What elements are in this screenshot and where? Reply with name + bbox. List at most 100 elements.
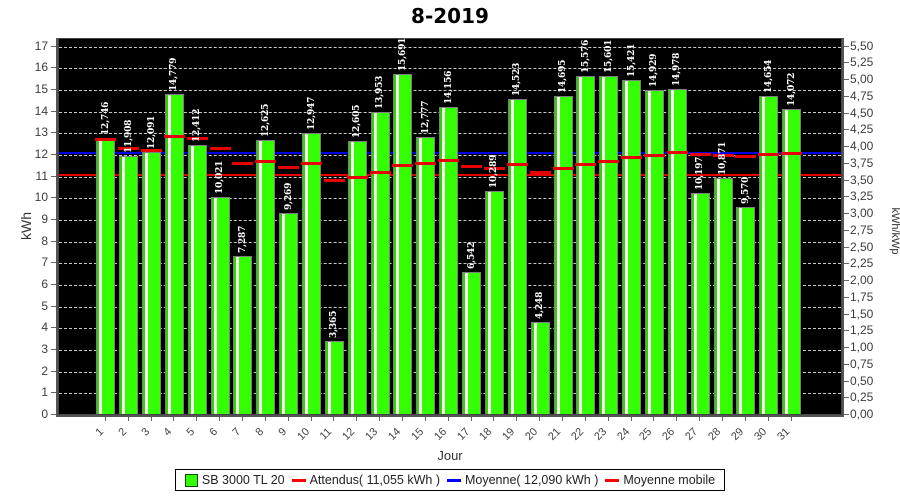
left-tick-label: 2	[41, 363, 48, 378]
bar-value-label: 6,542	[466, 242, 477, 270]
bar-day-11[interactable]	[324, 341, 344, 414]
legend-item-moyenne-mobile: Moyenne mobile	[605, 473, 715, 487]
right-tick-label: 3,25	[850, 189, 874, 204]
right-tick-label: 1,00	[850, 340, 874, 355]
bar-day-24[interactable]	[622, 79, 642, 414]
left-tick	[51, 305, 56, 307]
left-tick-label: 9	[41, 211, 48, 226]
right-tick	[844, 45, 849, 47]
bar-day-1[interactable]	[96, 137, 116, 414]
right-tick	[844, 280, 849, 282]
moyenne-mobile-segment	[758, 153, 780, 157]
bar-value-label: 12,605	[352, 104, 363, 138]
red-line-icon	[605, 478, 620, 482]
right-tick-label: 1,25	[850, 323, 874, 338]
right-tick	[844, 196, 849, 198]
bar-day-18[interactable]	[484, 191, 504, 414]
right-tick	[844, 296, 849, 298]
bar-day-27[interactable]	[690, 193, 710, 414]
moyenne-mobile-segment	[323, 178, 345, 182]
bar-value-label: 15,691	[397, 37, 408, 71]
bar-day-21[interactable]	[553, 95, 573, 414]
moyenne-mobile-segment	[278, 165, 300, 169]
bar-day-9[interactable]	[279, 213, 299, 414]
bar-day-13[interactable]	[370, 111, 390, 414]
bar-day-14[interactable]	[393, 73, 413, 414]
day-tick-label: 2	[116, 425, 129, 439]
day-tick	[493, 417, 495, 421]
bar-day-17[interactable]	[462, 272, 482, 414]
day-tick	[333, 417, 335, 421]
bar-day-6[interactable]	[210, 196, 230, 414]
bar-day-19[interactable]	[507, 99, 527, 414]
bar-value-label: 12,947	[306, 97, 317, 131]
bar-day-30[interactable]	[759, 96, 779, 414]
bar-value-label: 14,072	[786, 72, 797, 107]
day-tick	[447, 417, 449, 421]
bar-day-23[interactable]	[599, 75, 619, 414]
right-tick-label: 2,25	[850, 256, 874, 271]
day-tick	[264, 417, 266, 421]
right-tick	[844, 146, 849, 148]
day-tick	[173, 417, 175, 421]
day-tick-label: 26	[660, 425, 678, 443]
right-tick	[844, 213, 849, 215]
bar-day-26[interactable]	[667, 89, 687, 414]
bar-value-label: 10,289	[489, 154, 500, 189]
day-tick-label: 27	[683, 425, 701, 443]
day-tick-label: 1	[93, 425, 107, 439]
bar-day-8[interactable]	[256, 140, 276, 414]
day-tick-label: 13	[363, 425, 381, 443]
bar-day-28[interactable]	[713, 178, 733, 414]
day-tick-label: 31	[774, 425, 792, 443]
bar-day-25[interactable]	[644, 90, 664, 414]
bar-value-label: 14,978	[672, 53, 683, 87]
bar-day-20[interactable]	[530, 321, 550, 414]
day-tick	[104, 417, 106, 421]
day-tick	[699, 417, 701, 421]
chart-title: 8-2019	[411, 4, 489, 28]
bar-value-label: 10,197	[695, 156, 706, 191]
gridline	[59, 46, 841, 48]
bar-day-10[interactable]	[302, 133, 322, 414]
day-tick	[287, 417, 289, 421]
bar-day-3[interactable]	[142, 151, 162, 414]
left-tick-label: 16	[34, 60, 48, 75]
day-tick-label: 18	[477, 425, 495, 443]
left-tick	[51, 218, 56, 220]
bar-value-label: 4,248	[535, 291, 546, 319]
legend-item-attendus: Attendus( 11,055 kWh )	[291, 473, 440, 487]
bar-day-16[interactable]	[439, 107, 459, 414]
right-tick-label: 2,50	[850, 239, 874, 254]
day-tick	[424, 417, 426, 421]
day-tick-label: 5	[184, 425, 198, 439]
bar-value-label: 7,287	[237, 225, 248, 254]
right-tick	[844, 129, 849, 131]
right-tick-label: 4,25	[850, 122, 874, 137]
bar-day-7[interactable]	[233, 256, 253, 414]
blue-line-icon	[446, 478, 461, 482]
day-tick-label: 9	[276, 425, 289, 439]
day-tick-label: 29	[728, 425, 747, 443]
moyenne-mobile-segment	[643, 153, 665, 157]
bar-value-label: 14,523	[512, 63, 523, 97]
bar-day-4[interactable]	[164, 93, 184, 414]
right-tick	[844, 179, 849, 181]
bar-day-12[interactable]	[347, 140, 367, 414]
right-tick-label: 4,75	[850, 88, 874, 103]
bar-value-label: 12,412	[192, 108, 203, 143]
day-tick	[516, 417, 518, 421]
bar-value-label: 9,570	[740, 176, 751, 204]
day-tick-label: 23	[591, 425, 609, 443]
day-tick	[790, 417, 792, 421]
bar-day-29[interactable]	[736, 206, 756, 414]
bar-day-22[interactable]	[576, 76, 596, 414]
legend-label-inverter: SB 3000 TL 20	[201, 473, 285, 487]
bar-day-31[interactable]	[782, 109, 802, 414]
bar-day-2[interactable]	[119, 155, 139, 414]
moyenne-mobile-segment	[506, 163, 528, 167]
bar-day-15[interactable]	[416, 137, 436, 414]
bar-day-5[interactable]	[187, 145, 207, 414]
left-tick-label: 7	[41, 255, 48, 270]
